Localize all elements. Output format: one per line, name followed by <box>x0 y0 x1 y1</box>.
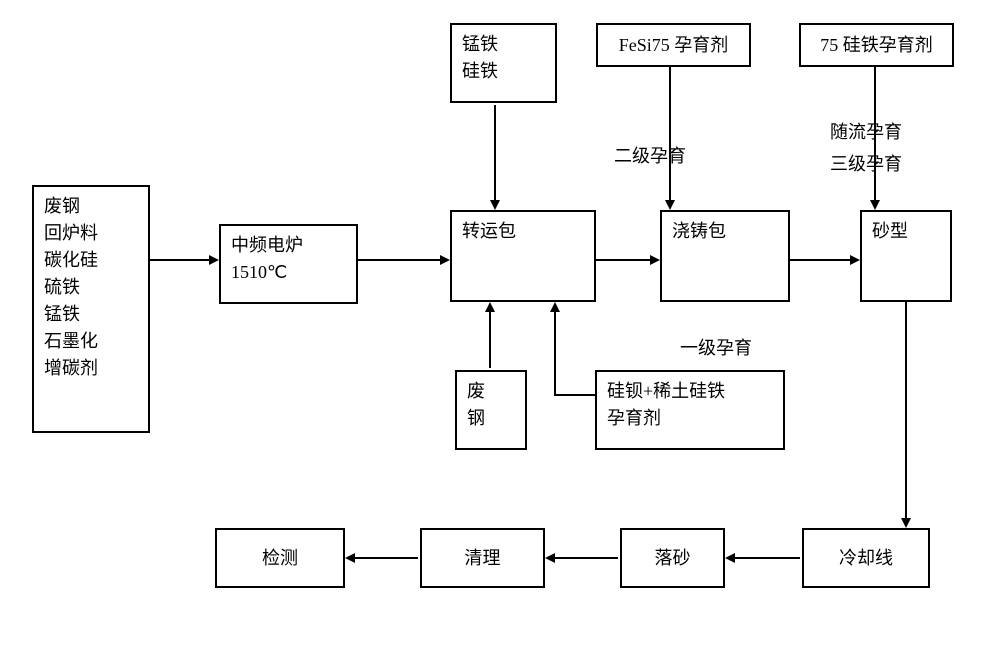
raw-materials-box: 废钢回炉料碳化硅硫铁锰铁石墨化增碳剂 <box>32 185 150 433</box>
raw_materials-line: 石墨化 <box>44 328 138 355</box>
scrap_feed-line: 废 <box>467 378 515 405</box>
fesi75-box: FeSi75 孕育剂 <box>596 23 751 67</box>
si75_inoc-line: 75 硅铁孕育剂 <box>820 32 933 59</box>
cooling_line-line: 冷却线 <box>839 545 893 572</box>
shakeout-box: 落砂 <box>620 528 725 588</box>
siba-re-box: 硅钡+稀土硅铁孕育剂 <box>595 370 785 450</box>
second-inoculation-label: 二级孕育 <box>614 142 686 168</box>
mn-si-feed-box: 锰铁硅铁 <box>450 23 557 103</box>
raw_materials-line: 回炉料 <box>44 220 138 247</box>
cooling-line-box: 冷却线 <box>802 528 930 588</box>
furnace-box: 中频电炉1510℃ <box>219 224 358 304</box>
scrap-feed-box: 废钢 <box>455 370 527 450</box>
raw_materials-line: 增碳剂 <box>44 355 138 382</box>
scrap_feed-line: 钢 <box>467 405 515 432</box>
shakeout-line: 落砂 <box>655 545 691 572</box>
si75-inoc-box: 75 硅铁孕育剂 <box>799 23 954 67</box>
siba_re-line: 硅钡+稀土硅铁 <box>607 378 773 405</box>
third-inoculation-label: 三级孕育 <box>830 150 902 176</box>
raw_materials-line: 锰铁 <box>44 301 138 328</box>
first-inoculation-label: 一级孕育 <box>680 334 752 360</box>
cleaning-line: 清理 <box>465 545 501 572</box>
inspection-line: 检测 <box>262 545 298 572</box>
sand-mold-box: 砂型 <box>860 210 952 302</box>
siba_re-line: 孕育剂 <box>607 405 773 432</box>
transfer_ladle-line: 转运包 <box>462 218 584 245</box>
sand_mold-line: 砂型 <box>872 218 940 245</box>
mn_si_feed-line: 硅铁 <box>462 58 545 85</box>
cleaning-box: 清理 <box>420 528 545 588</box>
pouring_ladle-line: 浇铸包 <box>672 218 778 245</box>
inspection-box: 检测 <box>215 528 345 588</box>
raw_materials-line: 碳化硅 <box>44 247 138 274</box>
pouring-ladle-box: 浇铸包 <box>660 210 790 302</box>
fesi75-line: FeSi75 孕育剂 <box>619 32 729 59</box>
furnace-line: 1510℃ <box>231 259 346 286</box>
furnace-line: 中频电炉 <box>231 232 346 259</box>
raw_materials-line: 硫铁 <box>44 274 138 301</box>
stream-inoculation-label: 随流孕育 <box>830 118 902 144</box>
mn_si_feed-line: 锰铁 <box>462 31 545 58</box>
transfer-ladle-box: 转运包 <box>450 210 596 302</box>
raw_materials-line: 废钢 <box>44 193 138 220</box>
